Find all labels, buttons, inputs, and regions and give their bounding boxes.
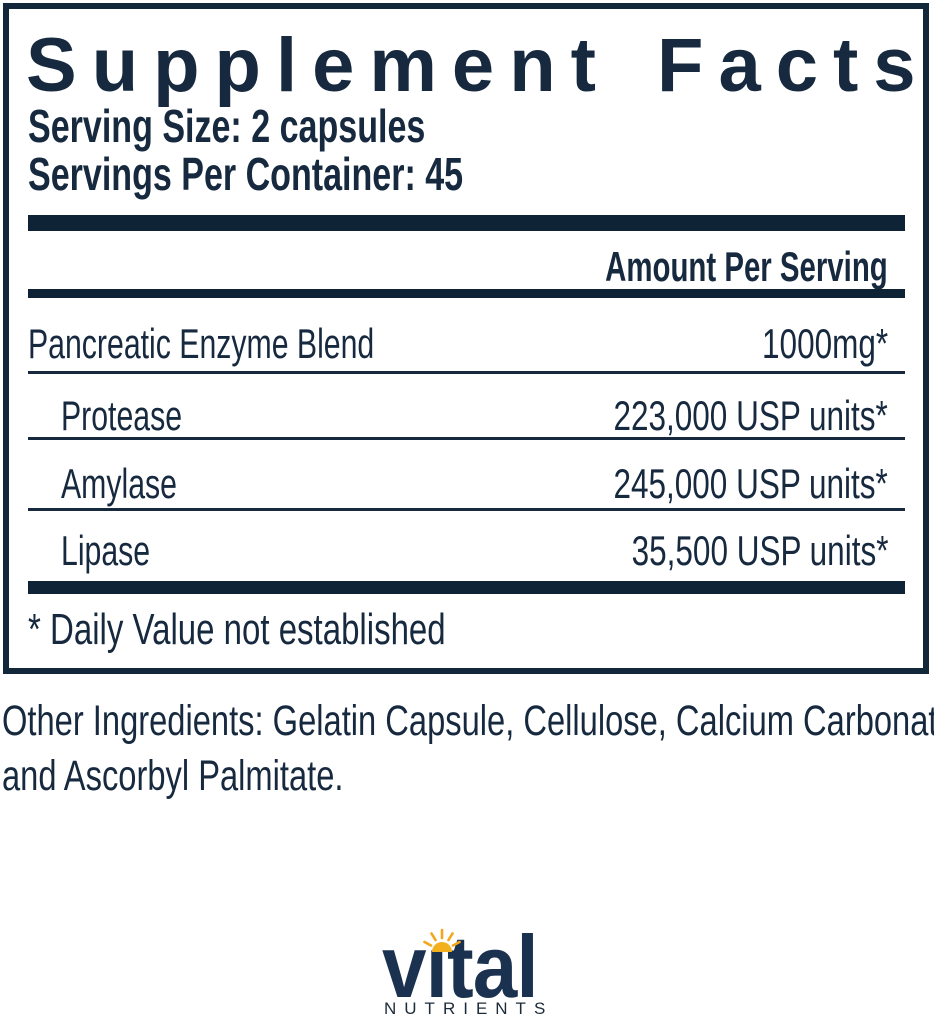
divider-thick-top	[28, 215, 905, 231]
other-ingredients: Other Ingredients: Gelatin Capsule, Cell…	[2, 694, 934, 804]
serving-size: Serving Size: 2 capsules	[28, 100, 426, 152]
sun-icon	[420, 914, 464, 954]
divider-thin-2	[28, 437, 905, 440]
ingredient-amount: 35,500 USP units*	[631, 527, 888, 574]
supplement-facts-panel: Supplement Facts Serving Size: 2 capsule…	[3, 3, 929, 674]
ingredient-amount: 223,000 USP units*	[613, 392, 888, 439]
ingredient-name: Protease	[61, 392, 183, 439]
ingredient-amount: 1000mg*	[761, 320, 888, 367]
divider-medium	[28, 289, 905, 298]
ingredient-name: Lipase	[61, 527, 151, 574]
brand-wordmark: vıtal	[382, 917, 539, 1016]
daily-value-footnote: * Daily Value not established	[28, 605, 446, 654]
ingredient-row-amylase: Amylase 245,000 USP units*	[28, 463, 888, 505]
other-ingredients-line-2: and Ascorbyl Palmitate.	[2, 752, 344, 800]
ingredient-row-pancreatic-enzyme-blend: Pancreatic Enzyme Blend 1000mg*	[28, 323, 888, 365]
panel-title: Supplement Facts	[26, 23, 931, 108]
other-ingredients-line-1: Other Ingredients: Gelatin Capsule, Cell…	[2, 697, 934, 745]
brand-subtext: NUTRIENTS	[384, 999, 554, 1018]
ingredient-row-protease: Protease 223,000 USP units*	[28, 395, 888, 437]
ingredient-name: Pancreatic Enzyme Blend	[28, 320, 375, 367]
ingredient-amount: 245,000 USP units*	[613, 460, 888, 507]
divider-thin-3	[28, 508, 905, 511]
divider-thin-1	[28, 371, 905, 374]
servings-per-container: Servings Per Container: 45	[28, 148, 464, 200]
ingredient-row-lipase: Lipase 35,500 USP units*	[28, 530, 888, 572]
ingredient-name: Amylase	[61, 460, 177, 507]
amount-per-serving-header: Amount Per Serving	[605, 243, 888, 290]
divider-thick-bottom	[28, 581, 905, 594]
